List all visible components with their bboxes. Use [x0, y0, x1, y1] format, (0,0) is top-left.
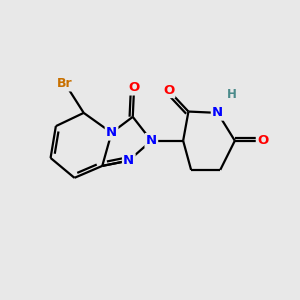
Text: N: N: [212, 106, 223, 119]
Text: H: H: [227, 88, 237, 101]
Text: O: O: [163, 84, 174, 97]
Text: O: O: [128, 81, 140, 94]
Text: N: N: [106, 126, 117, 139]
Text: N: N: [146, 134, 157, 147]
Text: O: O: [257, 134, 268, 147]
Text: Br: Br: [57, 77, 73, 90]
Text: N: N: [123, 154, 134, 167]
